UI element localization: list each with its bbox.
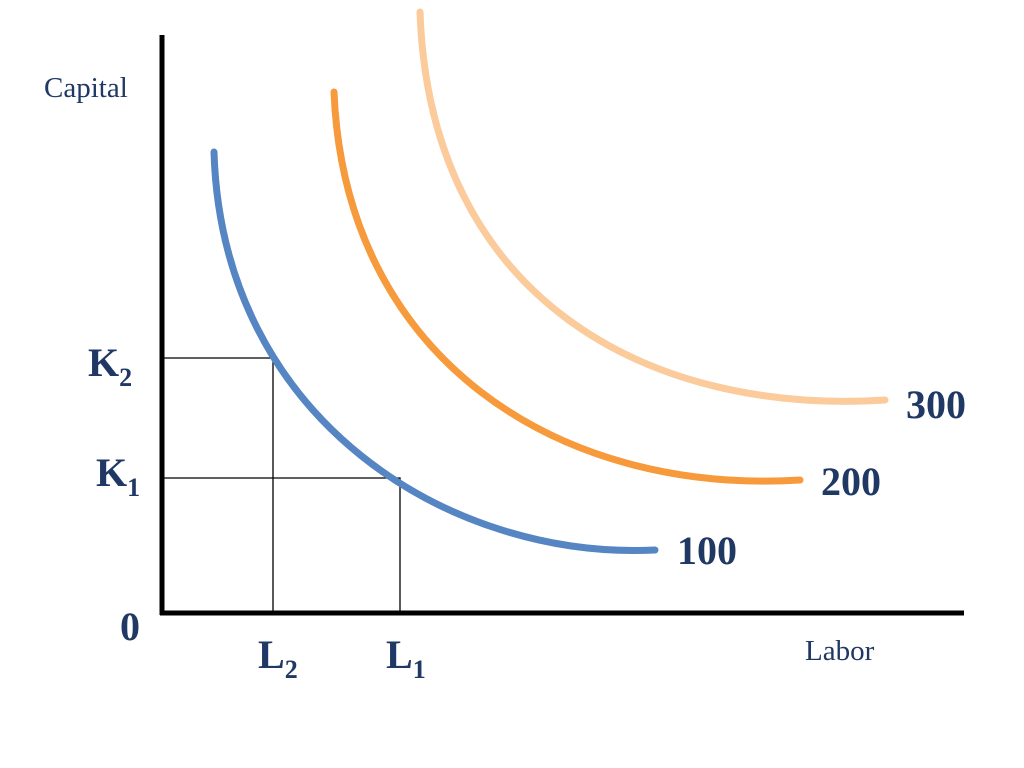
- curve-label: 200: [821, 459, 881, 504]
- k1-l1-guide: [162, 477, 401, 613]
- subscript: 2: [119, 363, 132, 392]
- origin-label: 0: [120, 604, 140, 649]
- curve-label: 300: [906, 382, 966, 427]
- subscript: 1: [127, 473, 140, 502]
- subscript: 2: [285, 655, 298, 684]
- curve-label: 100: [677, 528, 737, 573]
- isoquant-200: [330, 88, 804, 485]
- k2-label: K2: [88, 340, 132, 392]
- letter: K: [88, 340, 119, 385]
- letter: K: [96, 450, 127, 495]
- l2-label: L2: [258, 632, 298, 684]
- x-axis-label: Labor: [805, 635, 875, 667]
- l1-label: L1: [386, 632, 426, 684]
- subscript: 1: [413, 655, 426, 684]
- letter: L: [258, 632, 285, 677]
- isoquant-300: [416, 8, 889, 405]
- k1-label: K1: [96, 450, 140, 502]
- y-axis-label: Capital: [44, 72, 128, 104]
- isoquant-100: [210, 148, 659, 554]
- letter: L: [386, 632, 413, 677]
